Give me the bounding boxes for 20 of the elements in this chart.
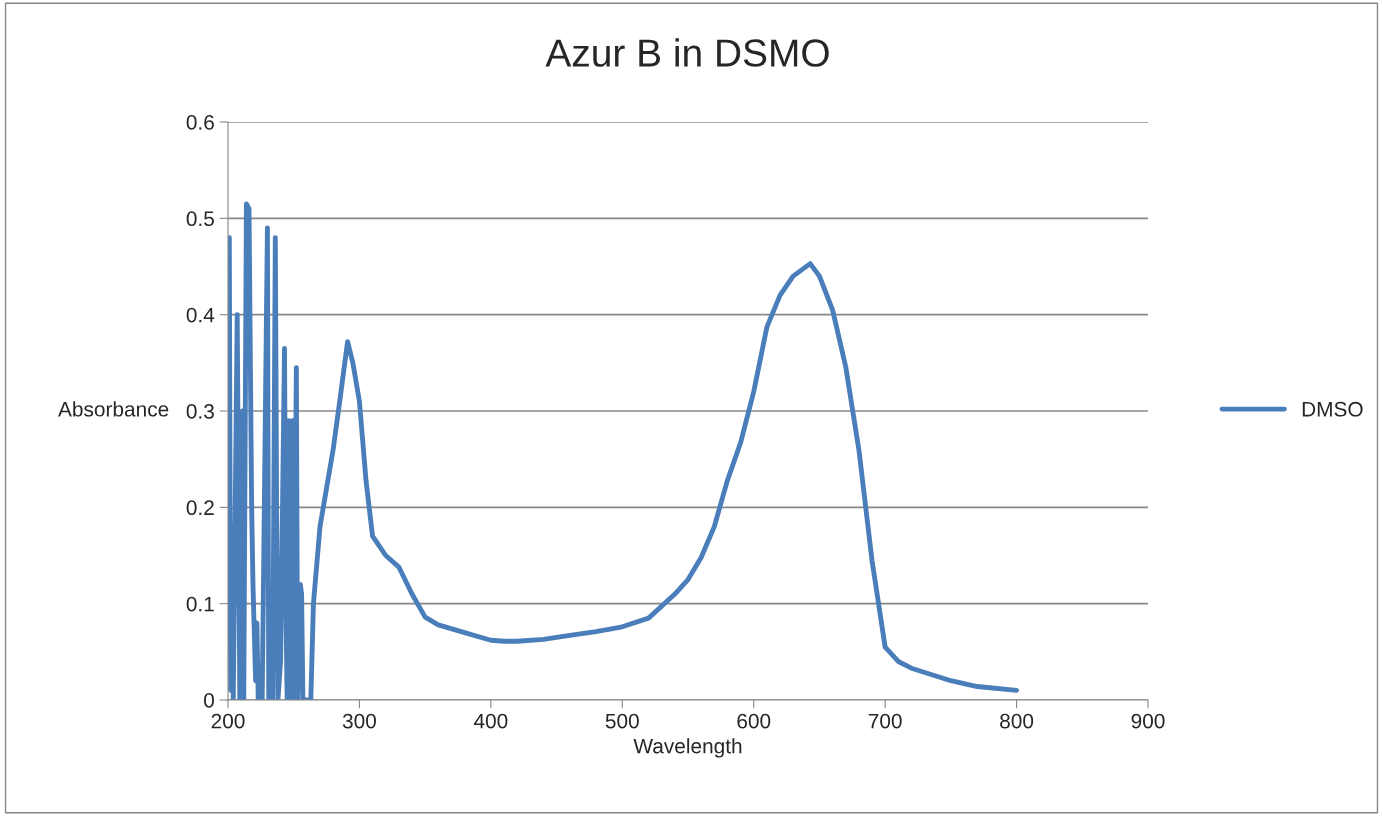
y-tick-label: 0.1 bbox=[186, 596, 214, 612]
x-tick-label: 700 bbox=[868, 713, 902, 729]
line-series bbox=[228, 201, 1019, 700]
y-tick-label: 0.3 bbox=[186, 404, 214, 419]
y-axis-title: Absorbance bbox=[58, 401, 169, 417]
y-tick-label: 0 bbox=[204, 693, 214, 708]
x-tick-label: 500 bbox=[605, 713, 639, 729]
x-tick-label: 300 bbox=[342, 713, 376, 729]
chart-title: Azur B in DSMO bbox=[545, 38, 829, 67]
x-tick-label: 200 bbox=[211, 713, 245, 729]
y-tick-label: 0.6 bbox=[186, 115, 214, 130]
y-tick-label: 0.4 bbox=[186, 307, 215, 323]
legend-label: DMSO bbox=[1302, 401, 1363, 417]
y-tick-label: 0.2 bbox=[186, 500, 214, 516]
x-tick-label: 400 bbox=[473, 713, 508, 729]
y-tick-label: 0.5 bbox=[186, 211, 214, 227]
x-tick-label: 900 bbox=[1131, 713, 1165, 729]
x-axis-title: Wavelength bbox=[633, 738, 742, 758]
x-tick-label: 600 bbox=[737, 713, 771, 729]
x-tick-label: 800 bbox=[1000, 713, 1034, 729]
